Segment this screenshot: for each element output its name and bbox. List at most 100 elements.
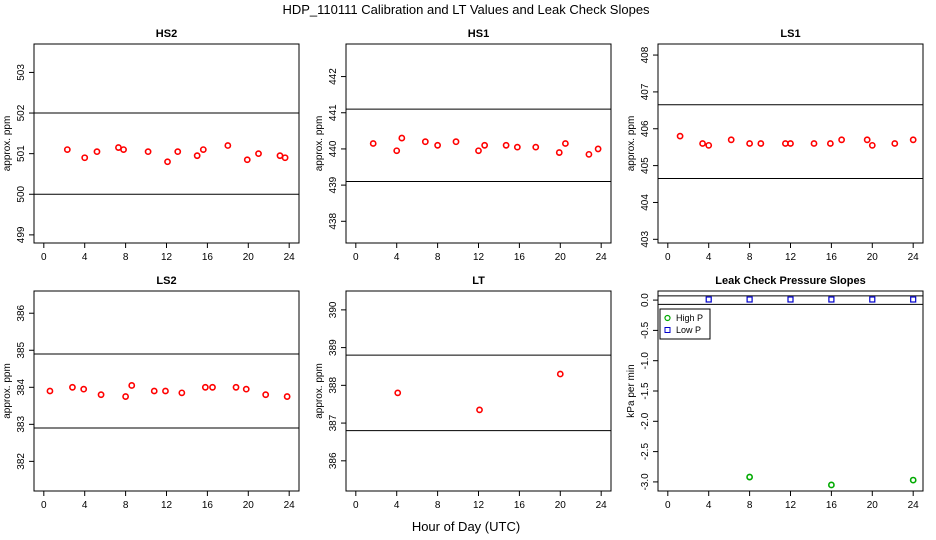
data-point bbox=[255, 150, 262, 158]
plot-frame bbox=[345, 43, 612, 244]
data-point bbox=[787, 140, 794, 147]
x-tick-label: 16 bbox=[514, 500, 526, 511]
panel-4: LT 0 4 8 12 16 20 24 386 387 388 389 390 approx. ppm bbox=[314, 275, 612, 511]
data-point bbox=[562, 140, 569, 147]
x-tick-label: 12 bbox=[473, 500, 485, 511]
data-point bbox=[757, 140, 765, 147]
y-tick-label: 384 bbox=[16, 379, 27, 396]
y-tick-label: 0.0 bbox=[640, 293, 651, 307]
data-point bbox=[727, 136, 735, 144]
data-point bbox=[97, 391, 105, 399]
legend-label: Low P bbox=[676, 325, 701, 335]
chart-panels: HS2 0 4 8 12 16 20 24 499 500 501 502 503 approx. ppm… bbox=[2, 28, 924, 511]
y-tick-label: 383 bbox=[16, 416, 27, 433]
data-point bbox=[81, 154, 89, 162]
data-point-low-p bbox=[869, 296, 876, 303]
x-tick-label: 12 bbox=[161, 252, 173, 263]
data-point bbox=[705, 141, 713, 149]
x-tick-label: 12 bbox=[473, 252, 485, 263]
data-point bbox=[393, 147, 401, 155]
data-point bbox=[476, 406, 483, 414]
data-point bbox=[434, 141, 442, 149]
y-tick-label: 386 bbox=[328, 452, 339, 469]
x-tick-label: 16 bbox=[202, 500, 214, 511]
x-tick-label: 16 bbox=[202, 252, 214, 263]
data-point bbox=[838, 136, 846, 144]
x-tick-label: 0 bbox=[353, 252, 359, 263]
data-point bbox=[144, 148, 152, 156]
data-point bbox=[162, 387, 169, 395]
legend-box bbox=[659, 308, 711, 340]
data-point bbox=[909, 136, 917, 144]
data-point bbox=[556, 370, 564, 378]
x-tick-label: 8 bbox=[435, 252, 441, 263]
data-point bbox=[532, 143, 540, 151]
x-tick-label: 4 bbox=[82, 500, 88, 511]
data-point bbox=[63, 146, 71, 153]
data-point-low-p bbox=[910, 296, 917, 303]
y-tick-label: 382 bbox=[16, 453, 27, 470]
x-tick-label: 0 bbox=[353, 500, 359, 511]
y-tick-label: 501 bbox=[16, 145, 27, 162]
x-tick-label: 4 bbox=[706, 500, 712, 511]
data-point bbox=[80, 385, 88, 393]
y-tick-label: 389 bbox=[328, 339, 339, 356]
data-point bbox=[421, 138, 429, 146]
data-point bbox=[555, 149, 563, 156]
data-point-low-p bbox=[746, 296, 753, 303]
data-point bbox=[699, 140, 706, 147]
panel-title: HS1 bbox=[468, 28, 489, 40]
data-point bbox=[863, 136, 871, 144]
data-point bbox=[585, 150, 593, 158]
panel-title: LS2 bbox=[156, 275, 176, 287]
data-point bbox=[178, 389, 186, 397]
data-point bbox=[281, 154, 289, 162]
y-tick-label: 406 bbox=[640, 120, 651, 137]
y-tick-label: 438 bbox=[328, 213, 339, 230]
panel-3: LS2 0 4 8 12 16 20 24 382 383 384 385 386 approx. ppm bbox=[2, 275, 300, 511]
x-tick-label: 0 bbox=[665, 252, 671, 263]
data-point bbox=[262, 391, 270, 399]
panel-title: HS2 bbox=[156, 28, 177, 40]
y-tick-label: 502 bbox=[16, 104, 27, 121]
x-tick-label: 20 bbox=[555, 252, 567, 263]
data-point-high-p bbox=[909, 476, 917, 484]
data-point bbox=[868, 141, 876, 149]
figure-x-label: Hour of Day (UTC) bbox=[412, 519, 520, 534]
data-point bbox=[46, 387, 54, 395]
data-point bbox=[122, 393, 130, 400]
y-tick-label: 407 bbox=[640, 83, 651, 100]
data-point bbox=[746, 140, 754, 147]
data-point bbox=[199, 146, 207, 153]
y-tick-label: 390 bbox=[328, 301, 339, 318]
panel-title: Leak Check Pressure Slopes bbox=[715, 275, 865, 287]
x-tick-label: 24 bbox=[284, 252, 296, 263]
data-point bbox=[826, 140, 834, 147]
y-axis-label: approx. ppm bbox=[314, 363, 325, 419]
y-tick-label: 440 bbox=[328, 140, 339, 157]
y-tick-label: -1.0 bbox=[640, 352, 651, 370]
y-axis-label: approx. ppm bbox=[314, 116, 325, 172]
y-tick-label: -1.5 bbox=[640, 382, 651, 400]
y-tick-label: 388 bbox=[328, 377, 339, 394]
x-tick-label: 0 bbox=[41, 252, 47, 263]
legend-marker bbox=[664, 314, 671, 322]
data-point bbox=[93, 148, 101, 156]
x-tick-label: 8 bbox=[747, 500, 753, 511]
data-point bbox=[69, 383, 76, 391]
data-point bbox=[150, 387, 158, 395]
x-tick-label: 16 bbox=[826, 252, 838, 263]
data-point bbox=[810, 140, 818, 147]
panel-0: HS2 0 4 8 12 16 20 24 499 500 501 502 503 approx. ppm bbox=[2, 28, 300, 263]
data-point bbox=[594, 145, 602, 153]
x-tick-label: 24 bbox=[284, 500, 296, 511]
data-point bbox=[224, 142, 232, 149]
legend: High P Low P bbox=[659, 308, 711, 340]
x-tick-label: 24 bbox=[908, 500, 920, 511]
data-point-high-p bbox=[746, 473, 754, 481]
panel-1: HS1 0 4 8 12 16 20 24 438 439 440 441 442 approx. ppm bbox=[314, 28, 612, 263]
y-tick-label: 442 bbox=[328, 68, 339, 85]
y-tick-label: 405 bbox=[640, 157, 651, 174]
data-point-low-p bbox=[787, 296, 794, 303]
y-axis-label: approx. ppm bbox=[2, 116, 13, 172]
